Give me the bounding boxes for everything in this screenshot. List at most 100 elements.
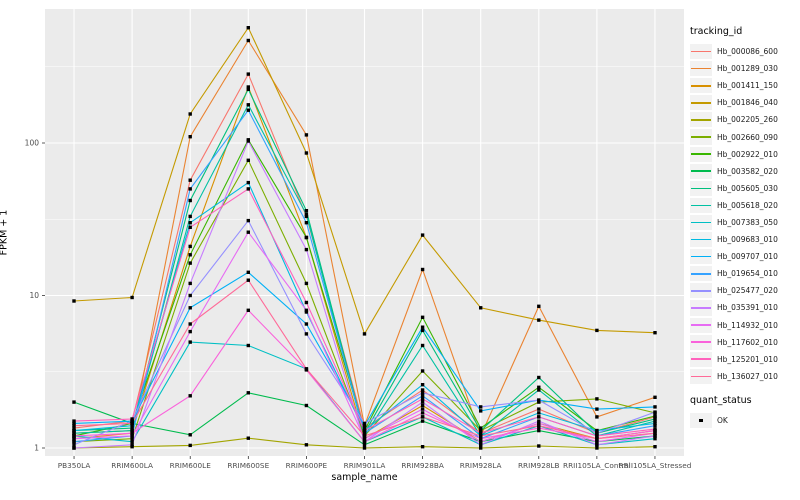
- legend-line-swatch: [691, 221, 711, 224]
- data-point: [304, 212, 309, 217]
- data-point: [653, 421, 657, 426]
- data-point: [188, 433, 192, 437]
- data-point: [420, 343, 425, 348]
- legend-key: [690, 368, 712, 384]
- data-point: [595, 428, 599, 433]
- data-point: [537, 428, 541, 433]
- data-point: [653, 445, 657, 449]
- legend-line-swatch: [691, 341, 711, 343]
- legend-item-Hb_003582_020: Hb_003582_020: [690, 163, 798, 179]
- legend-line-swatch: [691, 50, 711, 53]
- data-point: [420, 419, 425, 423]
- data-point: [653, 414, 657, 418]
- legend-line-swatch: [691, 119, 711, 121]
- data-point: [420, 391, 425, 395]
- x-tick-label: RRIM600SE: [227, 461, 269, 470]
- data-point: [420, 400, 425, 404]
- x-tick-label: RRIM928LA: [460, 461, 502, 470]
- legend-item-quant-ok: OK: [690, 412, 798, 428]
- data-point: [537, 411, 541, 415]
- data-point: [420, 411, 425, 415]
- data-point: [653, 405, 657, 409]
- data-point: [304, 281, 309, 286]
- legend-item-Hb_002660_090: Hb_002660_090: [690, 129, 798, 145]
- data-point: [420, 388, 425, 392]
- legend-item-Hb_001846_040: Hb_001846_040: [690, 95, 798, 111]
- black-square-marker-icon: [699, 418, 703, 423]
- x-tick-label: RRIM600LA: [111, 461, 153, 470]
- legend-key: [690, 180, 712, 196]
- data-point: [246, 108, 250, 112]
- data-point: [362, 332, 367, 336]
- data-point: [653, 424, 657, 428]
- data-point: [362, 437, 367, 441]
- legend-line-swatch: [691, 187, 711, 190]
- data-point: [246, 391, 250, 395]
- data-point: [420, 383, 425, 387]
- data-point: [653, 427, 657, 431]
- data-point: [72, 434, 76, 438]
- data-point: [362, 440, 367, 444]
- legend-key: [690, 317, 712, 333]
- data-point: [246, 270, 250, 274]
- legend-item-Hb_035391_010: Hb_035391_010: [690, 300, 798, 316]
- legend-item-Hb_007383_050: Hb_007383_050: [690, 214, 798, 231]
- data-point: [653, 395, 657, 399]
- legend-line-swatch: [691, 375, 711, 378]
- data-point: [362, 431, 367, 435]
- quant-ok-key: [690, 412, 712, 428]
- legend-item-Hb_005618_020: Hb_005618_020: [690, 197, 798, 213]
- data-point: [537, 304, 541, 308]
- data-point: [188, 178, 192, 182]
- x-axis-title: sample_name: [331, 472, 398, 483]
- data-point: [537, 421, 541, 426]
- legend-key: [690, 334, 712, 350]
- x-tick-label: RRIM901LA: [344, 461, 386, 470]
- legend-key: [690, 78, 712, 94]
- data-point: [537, 419, 541, 423]
- data-point: [304, 209, 309, 213]
- x-tick-label: RRIM600LE: [170, 461, 212, 470]
- data-point: [479, 443, 483, 447]
- y-axis-title: FPKM + 1: [0, 210, 10, 256]
- legend-line-swatch: [691, 204, 711, 207]
- data-point: [653, 410, 657, 414]
- data-point: [420, 415, 425, 419]
- data-point: [362, 424, 367, 428]
- data-point: [420, 328, 425, 333]
- legend-line-swatch: [691, 67, 711, 70]
- legend-item-Hb_000086_600: Hb_000086_600: [690, 44, 798, 60]
- data-point: [420, 394, 425, 398]
- data-point: [537, 318, 541, 322]
- data-point: [420, 403, 425, 408]
- data-point: [130, 426, 134, 430]
- data-point: [595, 443, 599, 447]
- data-point: [72, 400, 76, 404]
- data-point: [653, 434, 657, 438]
- data-point: [188, 187, 192, 191]
- legend-key: [690, 95, 712, 111]
- data-point: [246, 103, 250, 107]
- data-point: [130, 424, 134, 428]
- data-point: [653, 437, 657, 441]
- legend-line-swatch: [691, 358, 711, 361]
- data-point: [188, 329, 192, 334]
- data-point: [479, 405, 483, 409]
- data-point: [72, 424, 76, 428]
- data-point: [188, 135, 192, 139]
- data-point: [479, 440, 483, 444]
- legend-item-Hb_117602_010: Hb_117602_010: [690, 334, 798, 350]
- legend-label: Hb_005605_030: [717, 183, 778, 193]
- data-point: [246, 139, 250, 143]
- legend-line-swatch: [691, 307, 711, 309]
- data-point: [188, 253, 192, 257]
- data-point: [595, 446, 599, 450]
- legend-item-Hb_001289_030: Hb_001289_030: [690, 61, 798, 77]
- data-point: [595, 431, 599, 435]
- legend-label: Hb_007383_050: [717, 217, 778, 227]
- data-point: [420, 315, 425, 319]
- legend-label: Hb_009683_010: [717, 235, 778, 245]
- data-point: [537, 407, 541, 411]
- data-point: [479, 426, 483, 430]
- x-tick-label: RRIM928BA: [401, 461, 444, 470]
